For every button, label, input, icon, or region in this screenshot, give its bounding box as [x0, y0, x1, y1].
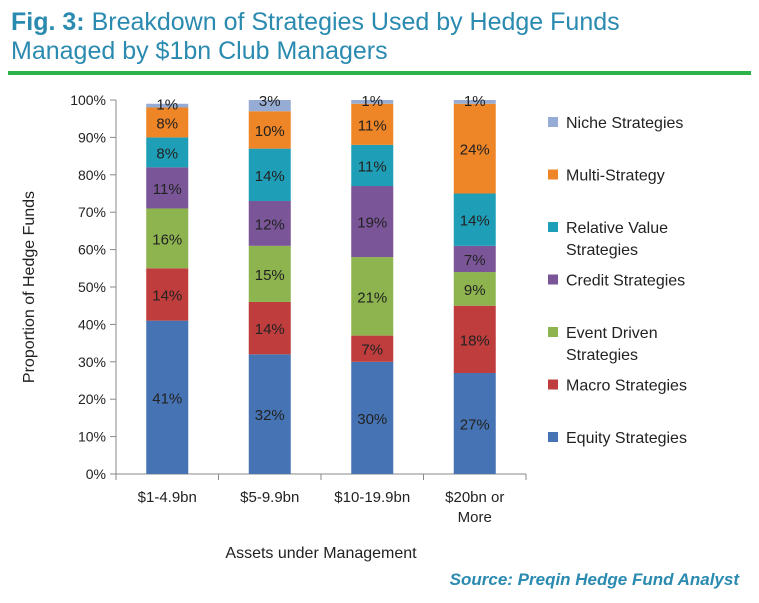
title-line2: Managed by $1bn Club Managers	[11, 37, 388, 65]
bar-segment	[351, 335, 394, 362]
data-label: 11%	[358, 158, 387, 175]
y-axis-title: Proportion of Hedge Funds	[21, 191, 38, 383]
bar-segment	[351, 186, 394, 258]
bar-segment	[146, 103, 189, 108]
x-category-label: $10-19.9bn	[334, 489, 410, 506]
legend-label: Macro Strategies	[566, 378, 687, 395]
bar-segment	[248, 301, 291, 355]
y-tick-label: 60%	[78, 242, 106, 258]
data-label: 11%	[358, 117, 387, 134]
title-divider	[8, 71, 751, 75]
legend-label: Event Driven	[566, 325, 658, 342]
data-label: 14%	[255, 168, 285, 185]
x-category-label: $5-9.9bn	[240, 489, 299, 506]
legend-label: Equity Strategies	[566, 430, 687, 447]
legend-swatch	[548, 222, 558, 232]
legend-label: Multi-Strategy	[566, 168, 665, 185]
bar-segment	[146, 167, 189, 209]
data-label: 7%	[464, 252, 486, 269]
title-line1: Breakdown of Strategies Used by Hedge Fu…	[91, 8, 620, 36]
data-label: 14%	[255, 321, 285, 338]
data-label: 30%	[357, 411, 387, 428]
legend-swatch	[548, 169, 558, 180]
x-category-label: $20bn or	[445, 489, 504, 506]
y-tick-label: 50%	[78, 279, 106, 295]
data-label: 16%	[152, 231, 182, 248]
data-label: 3%	[259, 93, 281, 110]
y-tick-label: 30%	[78, 354, 106, 370]
bar-segment	[453, 373, 496, 474]
data-label: 9%	[464, 282, 486, 299]
data-label: 15%	[255, 267, 285, 284]
bar-segment	[453, 245, 496, 273]
bar-segment	[248, 200, 291, 246]
data-label: 8%	[156, 115, 178, 132]
source-note: Source: Preqin Hedge Fund Analyst	[449, 570, 739, 589]
legend-swatch	[548, 327, 558, 337]
legend-label: Relative Value	[566, 220, 668, 237]
x-axis-title: Assets under Management	[225, 545, 417, 562]
bar-segment	[146, 320, 189, 474]
bar-segment	[248, 354, 291, 474]
legend-label: Strategies	[566, 242, 638, 259]
figure-label: Fig. 3:	[11, 8, 85, 36]
y-tick-label: 80%	[78, 167, 106, 183]
y-tick-label: 100%	[70, 92, 106, 108]
bar-segment	[351, 103, 394, 145]
data-label: 1%	[156, 97, 178, 114]
y-tick-label: 70%	[78, 204, 106, 220]
bar-segment	[248, 148, 291, 201]
y-tick-label: 20%	[78, 391, 106, 407]
bar-segment	[146, 137, 189, 168]
data-label: 14%	[460, 213, 490, 230]
bar-segment	[146, 107, 189, 138]
legend-label: Credit Strategies	[566, 273, 685, 290]
data-label: 7%	[361, 342, 383, 359]
data-label: 1%	[361, 93, 383, 110]
y-tick-label: 40%	[78, 316, 106, 332]
bar-segment	[453, 193, 496, 246]
bar-segment	[453, 305, 496, 374]
chart-title: Fig. 3: Breakdown of Strategies Used by …	[11, 8, 751, 66]
data-label: 10%	[255, 123, 285, 140]
data-label: 19%	[357, 215, 387, 232]
data-label: 8%	[156, 145, 178, 162]
bar-segment	[453, 100, 496, 104]
data-label: 27%	[460, 417, 490, 434]
bar-segment	[248, 111, 291, 149]
bar-segment	[351, 257, 394, 336]
legend-label: Niche Strategies	[566, 115, 683, 132]
bar-segment	[453, 272, 496, 306]
data-label: 32%	[255, 407, 285, 424]
y-tick-label: 0%	[86, 466, 106, 482]
data-label: 41%	[152, 390, 182, 407]
x-category-label: $1-4.9bn	[138, 489, 197, 506]
legend-label: Strategies	[566, 347, 638, 364]
y-tick-label: 90%	[78, 129, 106, 145]
bar-segment	[351, 361, 394, 474]
legend-swatch	[548, 274, 558, 285]
bar-segment	[248, 100, 291, 112]
bar-segment	[453, 103, 496, 194]
data-label: 14%	[152, 287, 182, 304]
x-category-label: More	[458, 509, 492, 526]
data-label: 24%	[460, 142, 490, 159]
bar-segment	[146, 208, 189, 269]
data-label: 1%	[464, 93, 486, 110]
data-label: 21%	[357, 289, 387, 306]
data-label: 18%	[460, 332, 490, 349]
data-label: 11%	[153, 181, 182, 198]
bar-segment	[351, 144, 394, 187]
legend-swatch	[548, 432, 558, 442]
data-label: 12%	[255, 216, 285, 233]
bar-segment	[146, 268, 189, 321]
bar-segment	[351, 100, 394, 104]
y-tick-label: 10%	[78, 429, 106, 445]
legend-swatch	[548, 117, 558, 127]
bar-segment	[248, 245, 291, 302]
legend-swatch	[548, 379, 558, 390]
